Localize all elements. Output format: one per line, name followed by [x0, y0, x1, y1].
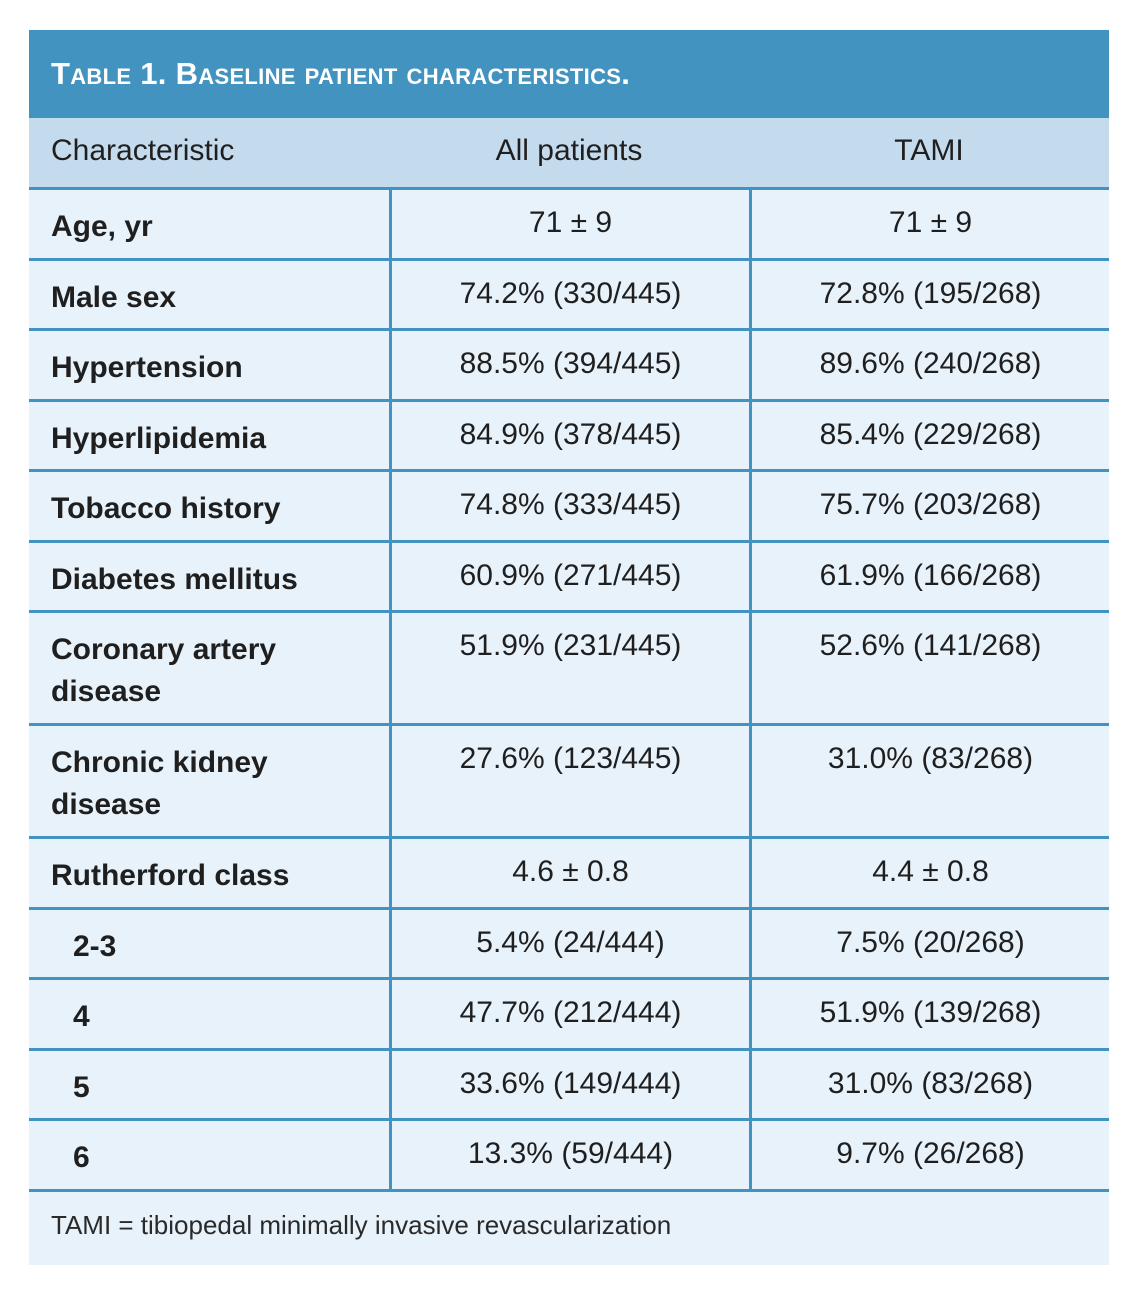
tami-value: 85.4% (229/268) [749, 401, 1109, 469]
tami-value: 61.9% (166/268) [749, 542, 1109, 610]
table-row: 5 33.6% (149/444) 31.0% (83/268) [29, 1050, 1109, 1121]
column-header-tami: TAMI [894, 134, 964, 167]
tami-value: 9.7% (26/268) [749, 1121, 1109, 1189]
row-label: 4 [73, 1000, 90, 1033]
row-label: Chronic kidney disease [51, 746, 268, 821]
all-patients-value: 74.8% (333/445) [389, 472, 749, 540]
tami-value: 7.5% (20/268) [749, 909, 1109, 977]
column-header-all-patients: All patients [495, 134, 643, 167]
row-label: Hyperlipidemia [51, 421, 267, 455]
all-patients-value: 4.6 ± 0.8 [389, 839, 749, 907]
tami-value: 31.0% (83/268) [749, 1050, 1109, 1118]
table-row: Chronic kidney disease 27.6% (123/445) 3… [29, 726, 1109, 839]
table-row: Rutherford class 4.6 ± 0.8 4.4 ± 0.8 [29, 839, 1109, 910]
column-header-characteristic: Characteristic [51, 134, 235, 167]
all-patients-value: 51.9% (231/445) [389, 613, 749, 723]
tami-value: 51.9% (139/268) [749, 980, 1109, 1048]
row-label: 2-3 [73, 929, 117, 963]
all-patients-value: 74.2% (330/445) [389, 260, 749, 328]
row-label: 6 [73, 1141, 90, 1174]
row-label: Hypertension [51, 351, 243, 384]
table-row: Coronary artery disease 51.9% (231/445) … [29, 613, 1109, 726]
all-patients-value: 5.4% (24/444) [389, 909, 749, 977]
all-patients-value: 47.7% (212/444) [389, 980, 749, 1048]
table-header-row: Characteristic All patients TAMI [29, 118, 1109, 190]
row-label: Tobacco history [51, 492, 281, 525]
table-row: Diabetes mellitus 60.9% (271/445) 61.9% … [29, 542, 1109, 613]
table-title: Table 1. Baseline patient characteristic… [29, 30, 1109, 118]
all-patients-value: 33.6% (149/444) [389, 1050, 749, 1118]
all-patients-value: 60.9% (271/445) [389, 542, 749, 610]
tami-value: 89.6% (240/268) [749, 331, 1109, 399]
row-label: Male sex [51, 280, 177, 314]
row-label: 5 [73, 1070, 90, 1104]
all-patients-value: 88.5% (394/445) [389, 331, 749, 399]
table-row: 4 47.7% (212/444) 51.9% (139/268) [29, 980, 1109, 1051]
table-row: Hyperlipidemia 84.9% (378/445) 85.4% (22… [29, 401, 1109, 472]
table-footnote: TAMI = tibiopedal minimally invasive rev… [51, 1210, 672, 1240]
table-row: Age, yr 71 ± 9 71 ± 9 [29, 190, 1109, 261]
table-row: 2-3 5.4% (24/444) 7.5% (20/268) [29, 909, 1109, 980]
all-patients-value: 71 ± 9 [389, 190, 749, 258]
baseline-characteristics-table: Table 1. Baseline patient characteristic… [29, 30, 1109, 1265]
row-label: Coronary artery disease [51, 633, 277, 708]
all-patients-value: 13.3% (59/444) [389, 1121, 749, 1189]
tami-value: 72.8% (195/268) [749, 260, 1109, 328]
row-label: Rutherford class [51, 859, 290, 892]
tami-value: 4.4 ± 0.8 [749, 839, 1109, 907]
all-patients-value: 27.6% (123/445) [389, 726, 749, 836]
table-row: 6 13.3% (59/444) 9.7% (26/268) [29, 1121, 1109, 1192]
all-patients-value: 84.9% (378/445) [389, 401, 749, 469]
tami-value: 71 ± 9 [749, 190, 1109, 258]
tami-value: 31.0% (83/268) [749, 726, 1109, 836]
tami-value: 52.6% (141/268) [749, 613, 1109, 723]
tami-value: 75.7% (203/268) [749, 472, 1109, 540]
row-label: Age, yr [51, 210, 153, 243]
table-body: Age, yr 71 ± 9 71 ± 9 Male sex 74.2% (33… [29, 190, 1109, 1192]
row-label: Diabetes mellitus [51, 562, 298, 596]
table-row: Hypertension 88.5% (394/445) 89.6% (240/… [29, 331, 1109, 402]
table-row: Male sex 74.2% (330/445) 72.8% (195/268) [29, 260, 1109, 331]
table-row: Tobacco history 74.8% (333/445) 75.7% (2… [29, 472, 1109, 543]
